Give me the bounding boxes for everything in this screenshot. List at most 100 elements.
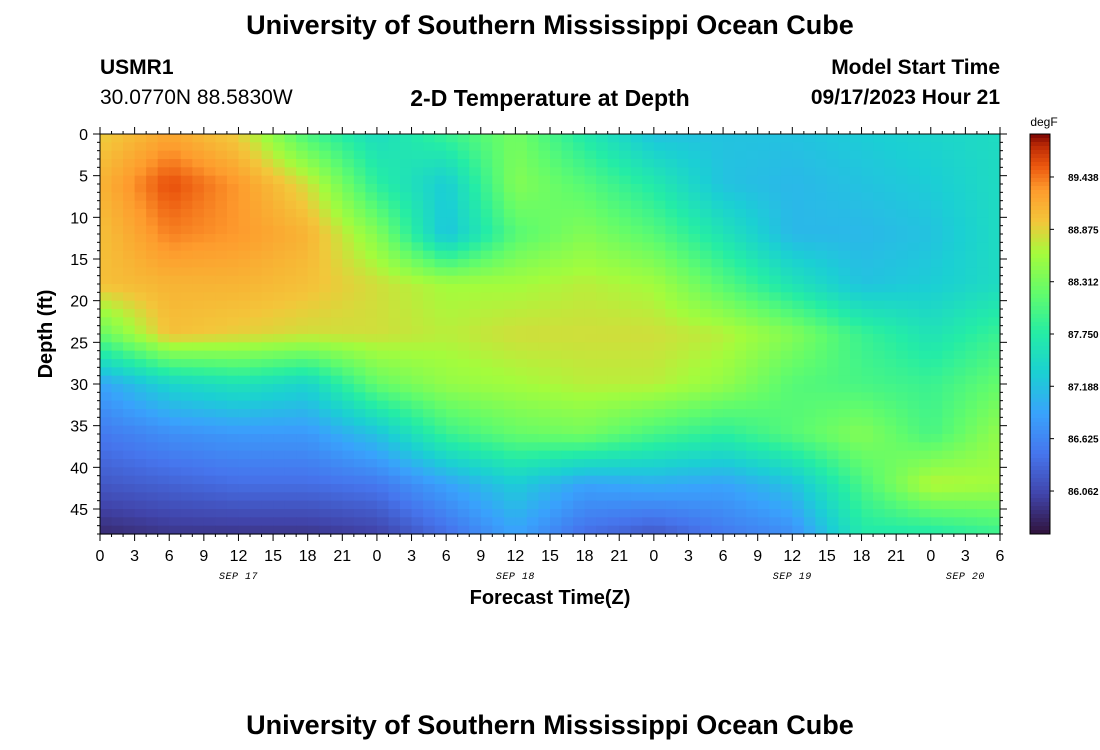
heatmap-cell bbox=[803, 525, 816, 535]
heatmap-cell bbox=[411, 209, 424, 218]
heatmap-cell bbox=[619, 350, 632, 360]
heatmap-cell bbox=[434, 134, 447, 143]
heatmap-cell bbox=[307, 217, 320, 227]
heatmap-cell bbox=[907, 142, 920, 152]
heatmap-cell bbox=[250, 184, 263, 193]
heatmap-cell bbox=[734, 525, 747, 535]
heatmap-cell bbox=[896, 175, 909, 185]
heatmap-cell bbox=[180, 367, 193, 377]
heatmap-cell bbox=[319, 509, 332, 518]
heatmap-cell bbox=[965, 500, 978, 510]
heatmap-cell bbox=[434, 309, 447, 318]
heatmap-cell bbox=[653, 459, 666, 468]
heatmap-cell bbox=[780, 334, 793, 343]
heatmap-cell bbox=[688, 384, 701, 393]
heatmap-cell bbox=[884, 359, 897, 368]
heatmap-cell bbox=[330, 484, 343, 493]
heatmap-cell bbox=[757, 267, 770, 277]
heatmap-cell bbox=[769, 184, 782, 193]
heatmap-cell bbox=[653, 417, 666, 427]
heatmap-cell bbox=[642, 209, 655, 218]
heatmap-cell bbox=[238, 509, 251, 518]
heatmap-cell bbox=[769, 400, 782, 410]
heatmap-cell bbox=[584, 250, 597, 260]
heatmap-cell bbox=[538, 392, 551, 402]
heatmap-cell bbox=[861, 517, 874, 527]
heatmap-cell bbox=[226, 484, 240, 493]
heatmap-cell bbox=[688, 192, 701, 202]
heatmap-cell bbox=[100, 492, 113, 502]
heatmap-cell bbox=[700, 159, 713, 168]
heatmap-cell bbox=[965, 284, 978, 293]
heatmap-cell bbox=[284, 475, 297, 485]
heatmap-cell bbox=[446, 200, 459, 210]
heatmap-cell bbox=[815, 142, 828, 152]
heatmap-cell bbox=[273, 192, 286, 202]
heatmap-cell bbox=[838, 217, 851, 227]
heatmap-cell bbox=[792, 184, 805, 193]
heatmap-cell bbox=[365, 367, 378, 377]
heatmap-cell bbox=[896, 450, 909, 460]
heatmap-cell bbox=[573, 459, 586, 468]
heatmap-cell bbox=[157, 467, 170, 477]
heatmap-cell bbox=[388, 300, 401, 310]
heatmap-cell bbox=[630, 259, 643, 268]
heatmap-cell bbox=[169, 200, 182, 210]
heatmap-cell bbox=[676, 409, 690, 418]
heatmap-cell bbox=[226, 317, 240, 327]
heatmap-cell bbox=[803, 217, 816, 227]
heatmap-cell bbox=[296, 225, 309, 235]
heatmap-cell bbox=[192, 417, 205, 427]
heatmap-cell bbox=[526, 259, 540, 268]
heatmap-cell bbox=[930, 142, 943, 152]
heatmap-cell bbox=[111, 175, 124, 185]
heatmap-cell bbox=[561, 159, 574, 168]
heatmap-cell bbox=[596, 442, 609, 452]
heatmap-cell bbox=[492, 159, 505, 168]
heatmap-cell bbox=[561, 509, 574, 518]
heatmap-cell bbox=[146, 150, 159, 160]
heatmap-cell bbox=[100, 350, 113, 360]
heatmap-cell bbox=[226, 409, 240, 418]
heatmap-cell bbox=[238, 367, 251, 377]
heatmap-cell bbox=[976, 517, 990, 527]
heatmap-cell bbox=[584, 400, 597, 410]
heatmap-cell bbox=[953, 350, 966, 360]
heatmap-cell bbox=[642, 275, 655, 285]
heatmap-cell bbox=[457, 400, 470, 410]
heatmap-cell bbox=[665, 284, 678, 293]
heatmap-cell bbox=[665, 184, 678, 193]
heatmap-cell bbox=[446, 325, 459, 335]
heatmap-cell bbox=[388, 434, 401, 443]
heatmap-cell bbox=[665, 509, 678, 518]
heatmap-cell bbox=[584, 434, 597, 443]
heatmap-cell bbox=[503, 467, 516, 477]
colorbar-segment bbox=[1030, 474, 1050, 479]
heatmap-cell bbox=[584, 317, 597, 327]
heatmap-cell bbox=[723, 159, 736, 168]
heatmap-cell bbox=[930, 409, 943, 418]
heatmap-cell bbox=[734, 442, 747, 452]
heatmap-cell bbox=[896, 192, 909, 202]
heatmap-cell bbox=[203, 150, 216, 160]
heatmap-cell bbox=[319, 159, 332, 168]
heatmap-cell bbox=[884, 417, 897, 427]
heatmap-cell bbox=[665, 325, 678, 335]
x-tick-label: 15 bbox=[818, 548, 836, 565]
heatmap-cell bbox=[965, 425, 978, 435]
heatmap-cell bbox=[550, 359, 563, 368]
heatmap-cell bbox=[976, 342, 990, 352]
heatmap-cell bbox=[434, 509, 447, 518]
colorbar-segment bbox=[1030, 170, 1050, 175]
heatmap-cell bbox=[965, 484, 978, 493]
heatmap-cell bbox=[169, 500, 182, 510]
heatmap-cell bbox=[296, 175, 309, 185]
heatmap-cell bbox=[169, 459, 182, 468]
heatmap-cell bbox=[700, 300, 713, 310]
heatmap-cell bbox=[446, 417, 459, 427]
heatmap-cell bbox=[550, 450, 563, 460]
heatmap-cell bbox=[688, 517, 701, 527]
heatmap-cell bbox=[838, 434, 851, 443]
heatmap-cell bbox=[342, 417, 355, 427]
heatmap-cell bbox=[584, 134, 597, 143]
